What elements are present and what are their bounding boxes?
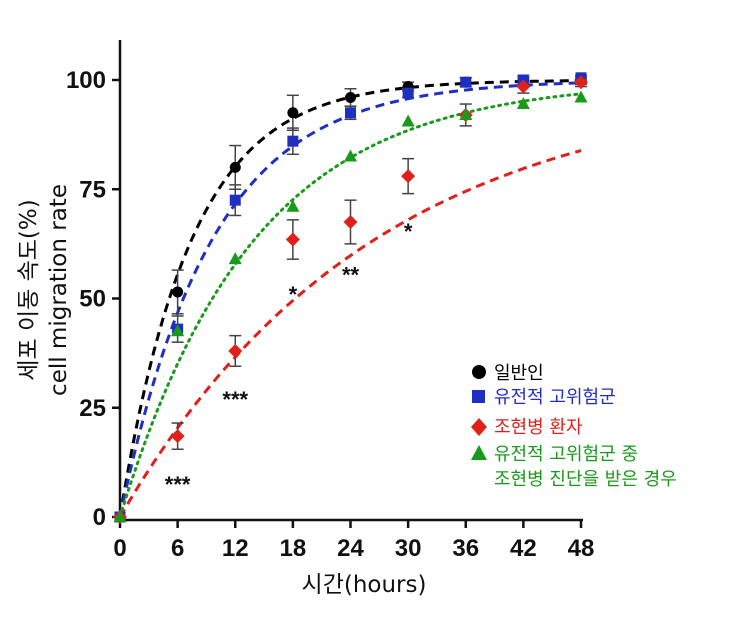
x-tick-label: 12: [222, 535, 249, 562]
x-tick-label: 48: [568, 535, 595, 562]
y-tick-label: 0: [93, 504, 106, 531]
data-point: [345, 91, 356, 103]
data-point: [401, 114, 415, 127]
data-point: [113, 510, 127, 522]
y-tick-label: 50: [79, 286, 106, 313]
data-point: [229, 161, 241, 173]
data-point: [345, 107, 356, 119]
data-point: [287, 107, 299, 119]
data-points-group: [113, 72, 588, 524]
data-point: [287, 135, 299, 147]
significance-group: **********: [165, 219, 413, 497]
data-point: [401, 169, 416, 184]
legend-label-schizophrenia: 조현병 환자: [494, 417, 583, 438]
significance-marker: *: [404, 219, 413, 244]
x-tick-label: 18: [280, 535, 307, 562]
x-tick-label: 24: [337, 535, 364, 562]
legend-marker-circle: [472, 365, 486, 379]
x-tick-label: 6: [171, 535, 184, 562]
y-axis-title-line2: cell migration rate: [46, 184, 72, 396]
significance-marker: **: [342, 262, 360, 287]
data-point: [343, 215, 358, 230]
fit-curve: [118, 149, 582, 518]
data-point: [574, 90, 588, 103]
y-tick-label: 25: [79, 395, 106, 422]
data-point: [286, 199, 300, 212]
x-tick-label: 0: [113, 535, 126, 562]
data-point: [285, 232, 300, 247]
data-point: [459, 107, 473, 120]
significance-marker: *: [289, 282, 298, 307]
fit-curve: [118, 79, 581, 518]
data-point: [228, 252, 242, 265]
legend-marker-diamond: [471, 418, 487, 436]
legend-label-normal: 일반인: [494, 363, 544, 384]
data-point: [170, 429, 185, 444]
y-tick-label: 75: [79, 176, 106, 203]
ticks-group: 0 6 12 18 24 30 36 42 48 0 25 50 75 100: [66, 67, 594, 562]
legend-label-converted-line1: 유전적 고위험군 중: [494, 444, 638, 465]
data-point: [228, 343, 243, 358]
data-point: [402, 87, 414, 99]
legend-label-converted-line2: 조현병 진단을 받은 경우: [494, 469, 677, 490]
y-axis-title-line1: 세포 이동 속도(%): [16, 199, 42, 380]
x-tick-label: 30: [395, 535, 422, 562]
x-tick-label: 42: [510, 535, 537, 562]
legend: 일반인 유전적 고위험군 조현병 환자 유전적 고위험군 중 조현병 진단을 받…: [471, 363, 677, 490]
legend-marker-triangle: [471, 445, 487, 460]
x-tick-label: 36: [452, 535, 479, 562]
data-point: [172, 286, 184, 298]
x-axis-title: 시간(hours): [302, 572, 427, 598]
data-point: [229, 194, 241, 206]
significance-marker: ***: [165, 472, 191, 497]
data-point: [344, 149, 357, 162]
data-point: [574, 75, 588, 90]
significance-marker: ***: [222, 387, 248, 412]
data-point: [171, 324, 185, 337]
y-tick-label: 100: [66, 67, 106, 94]
legend-marker-square: [472, 390, 485, 403]
legend-label-high-risk: 유전적 고위험군: [494, 387, 616, 408]
data-point: [516, 97, 530, 110]
data-point: [460, 76, 472, 88]
data-point: [516, 79, 531, 94]
